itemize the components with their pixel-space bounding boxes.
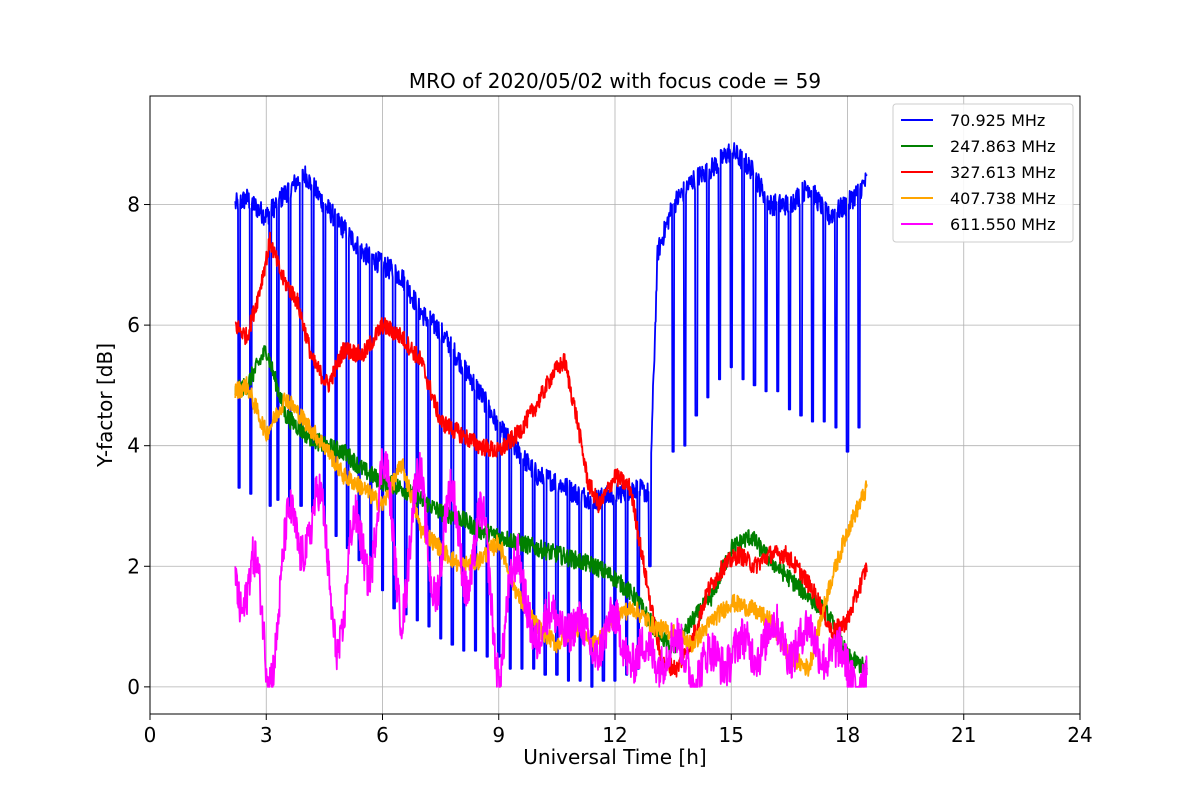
- y-tick-label: 0: [127, 675, 140, 699]
- legend-label: 247.863 MHz: [950, 137, 1055, 156]
- series-line-5: [234, 447, 868, 688]
- legend-label: 611.550 MHz: [950, 215, 1055, 234]
- series-line-1: [234, 142, 868, 688]
- chart-title: MRO of 2020/05/02 with focus code = 59: [409, 69, 821, 93]
- series-line-4: [234, 376, 868, 677]
- x-tick-label: 0: [144, 723, 157, 747]
- legend: 70.925 MHz 247.863 MHz 327.613 MHz 407.738 …: [892, 103, 1074, 243]
- x-tick-label: 15: [719, 723, 744, 747]
- series-line-2: [234, 345, 868, 674]
- x-tick-label: 18: [835, 723, 860, 747]
- x-tick-label: 12: [602, 723, 627, 747]
- y-tick-label: 8: [127, 193, 140, 217]
- legend-label: 407.738 MHz: [950, 189, 1055, 208]
- x-tick-label: 6: [376, 723, 389, 747]
- y-axis-label: Y-factor [dB]: [93, 343, 117, 468]
- series-line-3: [234, 231, 868, 678]
- y-tick-label: 4: [127, 434, 140, 458]
- x-tick-label: 21: [951, 723, 976, 747]
- x-tick-label: 9: [492, 723, 505, 747]
- x-tick-label: 24: [1067, 723, 1092, 747]
- x-tick-label: 3: [260, 723, 273, 747]
- y-tick-label: 2: [127, 554, 140, 578]
- legend-box: [892, 103, 1074, 243]
- legend-label: 327.613 MHz: [950, 163, 1055, 182]
- series-layer: [234, 142, 868, 688]
- legend-label: 70.925 MHz: [950, 111, 1045, 130]
- y-tick-label: 6: [127, 313, 140, 337]
- x-axis-label: Universal Time [h]: [523, 745, 706, 769]
